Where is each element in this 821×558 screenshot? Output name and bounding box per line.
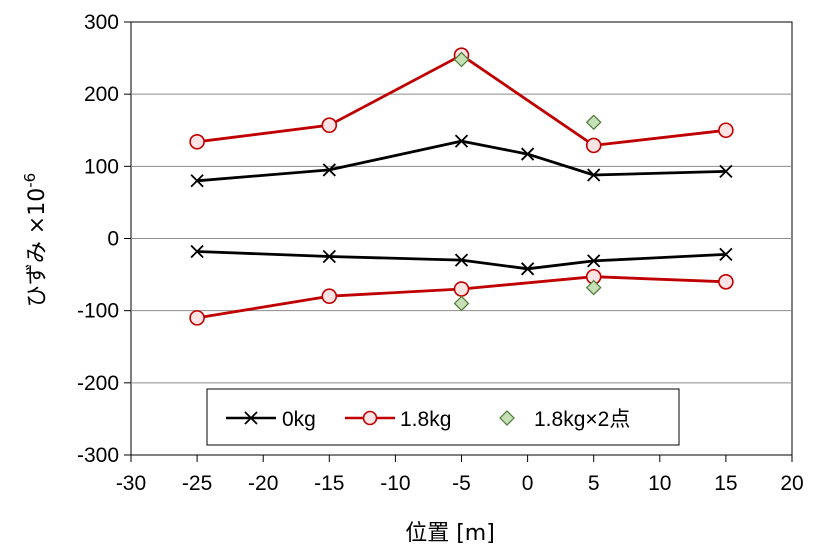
data-point-x	[322, 163, 336, 177]
x-tick-label: -20	[248, 472, 278, 495]
y-tick-label: 300	[84, 11, 119, 34]
x-tick-label: -25	[182, 472, 212, 495]
data-point-x	[190, 174, 204, 188]
data-point-diamond	[453, 295, 470, 312]
data-point-x	[190, 244, 204, 259]
data-point-x	[454, 253, 469, 267]
y-tick-label: -200	[77, 372, 119, 395]
legend: 0kg 1.8kg 1.8kg×2点	[206, 388, 680, 446]
legend-item-0kg: 0kg	[226, 408, 316, 431]
x-tick-label: 0	[522, 472, 534, 495]
data-point-diamond	[585, 279, 602, 296]
x-axis-title: 位置 [m]	[405, 521, 495, 546]
x-tick-labels: -30 -25 -20 -15 -10 -5 0 5 10 15 20	[116, 472, 804, 495]
data-point-x	[719, 247, 733, 262]
data-point-x	[719, 164, 733, 179]
data-point-x	[587, 168, 601, 182]
y-tick-label: 200	[84, 83, 119, 106]
legend-item-1-8kg: 1.8kg	[345, 408, 451, 431]
legend-box	[206, 388, 680, 446]
svg-text:ひずみ ×10-6: ひずみ ×10-6	[21, 173, 50, 307]
y-axis-title-main: ひずみ ×10	[25, 188, 50, 307]
legend-label-1-8kg: 1.8kg	[400, 408, 451, 431]
y-axis-title-exponent: -6	[21, 173, 39, 188]
x-tick-label: 10	[648, 472, 671, 495]
series-line	[196, 139, 726, 183]
data-point-diamond	[585, 114, 602, 131]
series-group	[189, 47, 734, 326]
data-point-x	[322, 249, 336, 264]
data-point-x	[587, 254, 601, 268]
y-tick-label: 0	[107, 228, 119, 251]
y-tick-label: 100	[84, 155, 119, 178]
data-point-circle	[321, 288, 338, 305]
y-axis-title: ひずみ ×10-6	[21, 173, 50, 307]
axes	[124, 21, 793, 462]
data-point-x	[520, 262, 535, 276]
series-zero	[190, 134, 733, 188]
x-tick-label: -15	[314, 472, 344, 495]
x-tick-label: -5	[452, 472, 471, 495]
data-point-circle	[189, 133, 205, 150]
diamond-marker-icon	[499, 410, 515, 426]
y-tick-label: -300	[77, 444, 119, 467]
series-twopoint	[453, 51, 602, 312]
legend-label-1-8kg-2pt: 1.8kg×2点	[534, 408, 630, 431]
data-point-circle	[189, 310, 205, 326]
data-point-circle	[718, 122, 734, 139]
x-tick-label: 5	[588, 472, 600, 495]
series-oneeight	[189, 268, 734, 326]
x-tick-label: -30	[116, 472, 146, 495]
x-tick-label: 20	[780, 472, 803, 495]
data-point-x	[454, 134, 469, 148]
gridlines	[131, 93, 792, 384]
data-point-circle	[718, 273, 734, 290]
x-tick-label: -10	[380, 472, 410, 495]
circle-marker-icon	[362, 410, 378, 426]
data-point-circle	[585, 137, 602, 154]
data-point-x	[520, 147, 535, 161]
data-point-circle	[321, 117, 338, 133]
legend-label-0kg: 0kg	[282, 408, 316, 431]
data-point-diamond	[453, 51, 470, 68]
x-tick-label: 15	[714, 472, 737, 495]
legend-item-1-8kg-2pt: 1.8kg×2点	[499, 408, 630, 431]
series-line	[197, 250, 726, 271]
series-zero	[190, 244, 733, 276]
y-tick-labels: 300 200 100 0 -100 -200 -300	[77, 11, 119, 467]
data-point-circle	[453, 281, 470, 297]
x-marker-icon	[244, 411, 258, 425]
y-tick-label: -100	[77, 300, 119, 323]
